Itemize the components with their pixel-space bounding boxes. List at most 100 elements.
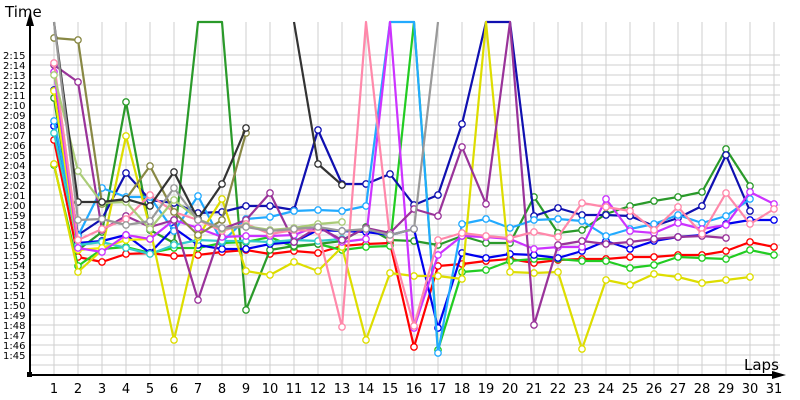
data-point [410,322,418,330]
data-point [314,249,322,257]
data-point [722,221,730,229]
data-point [170,216,178,224]
data-point [554,204,562,212]
data-point [650,235,658,243]
data-point [98,248,106,256]
data-point [458,120,466,128]
data-point [98,258,106,266]
x-axis-tick-labels: 1 2 3 4 5 6 7 8 9 10 11 12 13 14 15 16 17 18 19 20 21 22 23 24 2… [50,382,782,397]
data-point [338,323,346,331]
data-point [722,276,730,284]
data-point [458,220,466,228]
y-tick-label: 1:48 [3,321,25,332]
data-point [170,196,178,204]
data-point [74,244,82,252]
axes [26,12,786,379]
data-point [602,203,610,211]
y-tick-label: 2:04 [3,161,25,172]
data-point [674,219,682,227]
y-tick-label: 2:11 [3,91,25,102]
data-point [218,195,226,203]
data-point [146,235,154,243]
data-point [242,232,250,240]
data-point [290,207,298,215]
data-point [146,202,154,210]
data-point [434,349,442,357]
data-point [194,296,202,304]
data-point [698,279,706,287]
data-point [170,336,178,344]
data-point [626,207,634,215]
data-point [242,245,250,253]
data-point [74,36,82,44]
data-point [482,254,490,262]
data-point [194,231,202,239]
x-tick-label: 6 [170,382,178,397]
x-tick-label: 15 [382,382,399,397]
data-point [722,234,730,242]
data-point [650,197,658,205]
data-point [506,268,514,276]
data-point [362,336,370,344]
data-point [746,207,754,215]
y-tick-label: 1:57 [3,231,25,242]
data-point [242,267,250,275]
data-point [338,207,346,215]
data-point [290,238,298,246]
data-point [746,273,754,281]
data-point [578,226,586,234]
data-point [266,189,274,197]
data-point [146,225,154,233]
data-point [170,208,178,216]
data-point [434,272,442,280]
data-point [362,243,370,251]
data-point [74,167,82,175]
data-point [122,221,130,229]
data-point [482,215,490,223]
data-point [698,188,706,196]
y-tick-label: 2:14 [3,61,25,72]
data-point [434,236,442,244]
data-point [290,258,298,266]
y-tick-label: 1:51 [3,291,25,302]
data-point [626,238,634,246]
data-point [530,245,538,253]
x-tick-label: 18 [454,382,471,397]
data-point [50,117,58,125]
y-tick-label: 1:49 [3,311,25,322]
y-tick-label: 2:03 [3,171,25,182]
data-point [314,267,322,275]
x-tick-label: 17 [430,382,447,397]
data-point [698,230,706,238]
y-tick-label: 1:58 [3,221,25,232]
x-tick-label: 16 [406,382,423,397]
x-tick-label: 28 [694,382,711,397]
data-point [722,247,730,255]
y-tick-label: 1:45 [3,351,25,362]
data-point [410,272,418,280]
x-tick-label: 8 [218,382,226,397]
data-point [530,216,538,224]
x-tick-label: 30 [742,382,759,397]
x-tick-label: 23 [574,382,591,397]
x-tick-label: 7 [194,382,202,397]
y-tick-label: 1:55 [3,251,25,262]
data-point [170,241,178,249]
data-point [338,181,346,189]
x-tick-label: 11 [286,382,303,397]
data-point [482,200,490,208]
y-axis-title: Time [4,3,42,21]
x-axis-arrow-icon [772,371,786,379]
data-point [650,270,658,278]
data-point [122,195,130,203]
data-point [650,253,658,261]
data-point [266,213,274,221]
x-tick-label: 25 [622,382,639,397]
data-point [194,216,202,224]
data-point [506,224,514,232]
data-point [362,235,370,243]
series-black [52,21,346,223]
data-point [146,217,154,225]
data-point [170,184,178,192]
series-yellow [50,20,754,353]
